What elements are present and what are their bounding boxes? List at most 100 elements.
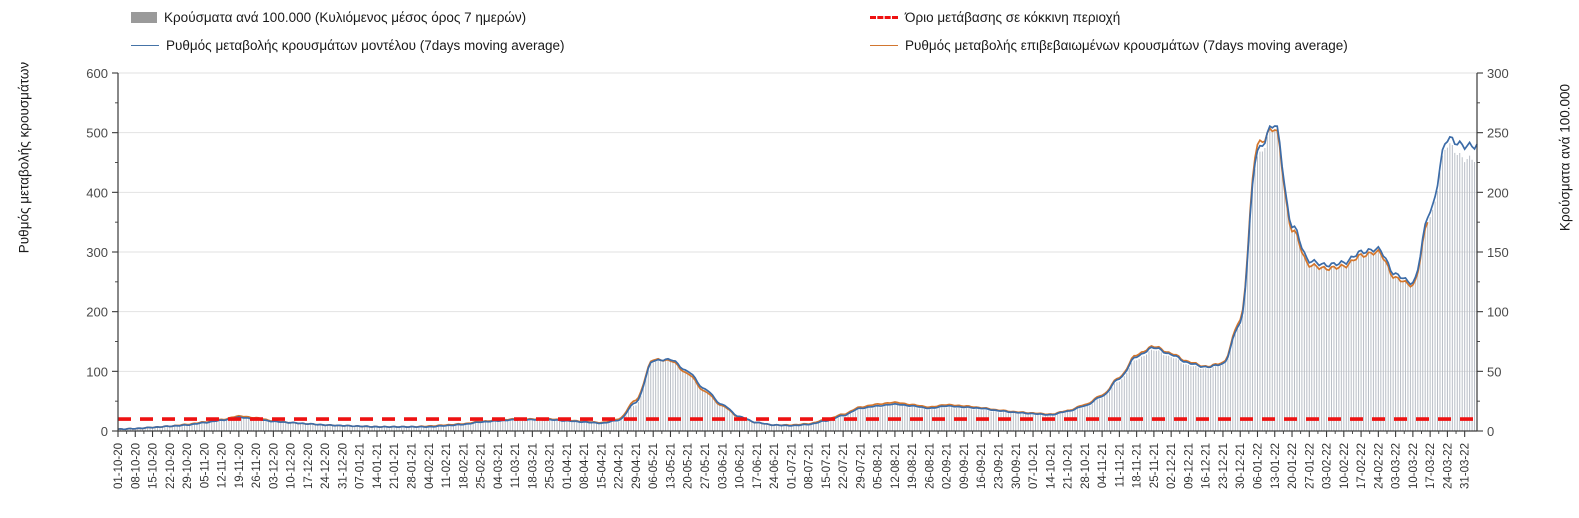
x-tick-label: 15-04-21 <box>596 443 608 489</box>
x-tick-label: 22-04-21 <box>614 443 626 489</box>
x-tick-label: 12-08-21 <box>890 443 902 489</box>
x-tick-label: 22-10-20 <box>165 443 177 489</box>
x-tick-label: 18-02-21 <box>458 443 470 489</box>
x-tick-label: 01-04-21 <box>562 443 574 489</box>
x-tick-label: 21-01-21 <box>389 443 401 489</box>
x-tick-label: 19-08-21 <box>907 443 919 489</box>
x-tick-label: 27-01-22 <box>1304 443 1316 489</box>
x-tick-label: 14-01-21 <box>372 443 384 489</box>
left-tick-label: 300 <box>86 245 108 260</box>
x-tick-label: 27-05-21 <box>700 443 712 489</box>
right-tick-label: 250 <box>1487 126 1509 141</box>
x-tick-label: 14-10-21 <box>1045 443 1057 489</box>
x-tick-label: 02-12-21 <box>1166 443 1178 489</box>
x-tick-label: 28-10-21 <box>1080 443 1092 489</box>
x-tick-label: 22-07-21 <box>838 443 850 489</box>
x-tick-label: 02-09-21 <box>942 443 954 489</box>
x-tick-label: 13-01-22 <box>1270 443 1282 489</box>
x-tick-label: 24-12-20 <box>320 443 332 489</box>
left-tick-label: 100 <box>86 364 108 379</box>
x-tick-label: 15-07-21 <box>821 443 833 489</box>
x-tick-label: 06-05-21 <box>648 443 660 489</box>
left-tick-label: 500 <box>86 126 108 141</box>
x-tick-label: 10-03-22 <box>1408 443 1420 489</box>
x-tick-label: 08-04-21 <box>579 443 591 489</box>
x-tick-label: 28-01-21 <box>407 443 419 489</box>
x-tick-label: 09-12-21 <box>1183 443 1195 489</box>
x-tick-label: 25-11-21 <box>1149 443 1161 488</box>
legend-item-confirmed[interactable]: Ρυθμός μεταβολής επιβεβαιωμένων κρουσμάτ… <box>870 38 1348 53</box>
x-tick-label: 01-10-20 <box>113 443 125 489</box>
x-tick-label: 01-07-21 <box>786 443 798 489</box>
x-tick-label: 30-09-21 <box>1011 443 1023 489</box>
right-tick-label: 300 <box>1487 66 1509 81</box>
x-tick-label: 05-11-20 <box>199 443 211 488</box>
x-tick-label: 29-04-21 <box>631 443 643 489</box>
x-tick-label: 17-12-20 <box>303 443 315 489</box>
x-tick-label: 10-02-22 <box>1339 443 1351 489</box>
x-tick-label: 29-07-21 <box>855 443 867 489</box>
confirmed-rate-line <box>117 126 1429 431</box>
right-tick-label: 50 <box>1487 364 1501 379</box>
x-tick-label: 20-01-22 <box>1287 443 1299 489</box>
x-tick-label: 09-09-21 <box>959 443 971 489</box>
x-tick-label: 04-11-21 <box>1097 443 1109 488</box>
legend-item-bars[interactable]: Κρούσματα ανά 100.000 (Κυλιόμενος μέσος … <box>131 10 526 25</box>
dashed-line-swatch-icon <box>870 16 898 19</box>
model-rate-line <box>117 124 1478 431</box>
x-tick-label: 24-03-22 <box>1442 443 1454 489</box>
x-tick-label: 12-11-20 <box>217 443 229 488</box>
x-tick-label: 23-12-21 <box>1218 443 1230 489</box>
x-tick-label: 04-03-21 <box>493 443 505 489</box>
left-tick-label: 600 <box>86 66 108 81</box>
orange-line-swatch-icon <box>870 45 898 46</box>
x-tick-label: 16-12-21 <box>1201 443 1213 489</box>
x-tick-label: 07-10-21 <box>1028 443 1040 489</box>
x-tick-label: 11-02-21 <box>441 443 453 488</box>
x-tick-label: 05-08-21 <box>873 443 885 489</box>
x-tick-label: 26-08-21 <box>924 443 936 489</box>
x-tick-label: 03-06-21 <box>717 443 729 489</box>
bars-series <box>117 128 1478 431</box>
x-tick-label: 18-03-21 <box>527 443 539 489</box>
left-tick-label: 200 <box>86 305 108 320</box>
x-tick-label: 15-10-20 <box>148 443 160 489</box>
legend-item-model[interactable]: Ρυθμός μεταβολής κρουσμάτων μοντέλου (7d… <box>131 38 565 53</box>
x-tick-label: 04-02-21 <box>424 443 436 489</box>
x-tick-label: 17-02-22 <box>1356 443 1368 489</box>
x-tick-label: 20-05-21 <box>683 443 695 489</box>
x-tick-label: 21-10-21 <box>1063 443 1075 489</box>
blue-line-swatch-icon <box>131 45 159 46</box>
x-tick-label: 24-06-21 <box>769 443 781 489</box>
x-tick-label: 31-12-20 <box>337 443 349 489</box>
left-tick-label: 0 <box>101 424 108 439</box>
legend-label-model: Ρυθμός μεταβολής κρουσμάτων μοντέλου (7d… <box>166 38 565 53</box>
x-tick-label: 30-12-21 <box>1235 443 1247 489</box>
legend-item-threshold[interactable]: Όριο μετάβασης σε κόκκινη περιοχή <box>870 10 1120 25</box>
x-tick-label: 03-02-22 <box>1322 443 1334 489</box>
x-tick-label: 11-03-21 <box>510 443 522 488</box>
right-tick-label: 200 <box>1487 185 1509 200</box>
legend-label-bars: Κρούσματα ανά 100.000 (Κυλιόμενος μέσος … <box>164 10 527 25</box>
x-tick-label: 31-03-22 <box>1460 443 1472 489</box>
x-tick-label: 08-07-21 <box>804 443 816 489</box>
x-tick-label: 17-06-21 <box>752 443 764 489</box>
x-tick-label: 16-09-21 <box>976 443 988 489</box>
x-tick-label: 17-03-22 <box>1425 443 1437 489</box>
right-tick-label: 150 <box>1487 245 1509 260</box>
x-tick-label: 25-02-21 <box>476 443 488 489</box>
x-tick-label: 08-10-20 <box>130 443 142 489</box>
x-tick-label: 10-12-20 <box>286 443 298 489</box>
x-tick-label: 26-11-20 <box>251 443 263 488</box>
x-tick-label: 18-11-21 <box>1132 443 1144 488</box>
left-tick-label: 400 <box>86 185 108 200</box>
x-tick-label: 29-10-20 <box>182 443 194 489</box>
x-tick-label: 13-05-21 <box>665 443 677 489</box>
x-tick-label: 06-01-22 <box>1252 443 1264 489</box>
x-tick-label: 25-03-21 <box>545 443 557 489</box>
legend-label-threshold: Όριο μετάβασης σε κόκκινη περιοχή <box>905 10 1121 25</box>
x-tick-label: 24-02-22 <box>1373 443 1385 489</box>
x-tick-label: 23-09-21 <box>994 443 1006 489</box>
x-tick-label: 07-01-21 <box>355 443 367 489</box>
